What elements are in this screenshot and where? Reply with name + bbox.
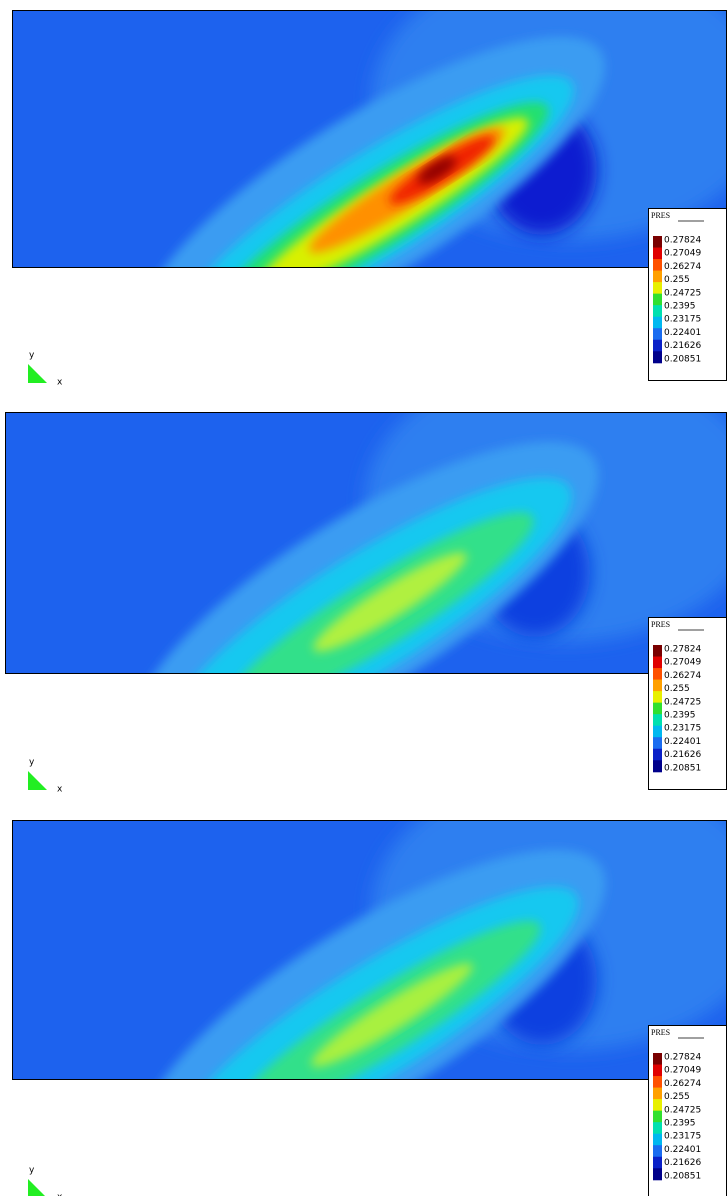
legend-label: 0.27824	[664, 236, 701, 246]
colorbar-segment	[653, 679, 662, 692]
colorbar-segment	[653, 293, 662, 306]
colorbar-segment	[653, 270, 662, 283]
colorbar-segment	[653, 1133, 662, 1146]
colorbar-segment	[653, 1076, 662, 1089]
legend-label: 0.27049	[664, 1066, 701, 1076]
axis-x-label: x	[57, 785, 63, 795]
legend: PRES 0.27824 0.27049 0.26274 0.255 0.24725 0.2…	[648, 617, 727, 790]
legend-label: 0.23175	[664, 315, 701, 325]
legend-label: 0.2395	[664, 1119, 696, 1129]
contour-field	[12, 820, 727, 1080]
colorbar-segment	[653, 656, 662, 669]
axis-triad	[28, 364, 47, 383]
legend-label: 0.21626	[664, 750, 701, 760]
colorbar-segment	[653, 1099, 662, 1112]
colorbar-segment	[653, 339, 662, 352]
colorbar-segment	[653, 1145, 662, 1158]
legend-title: PRES	[651, 1028, 670, 1037]
legend-label: 0.27824	[664, 645, 701, 655]
legend-label: 0.23175	[664, 1132, 701, 1142]
axis-triad	[28, 771, 47, 790]
legend-label: 0.24725	[664, 1105, 701, 1115]
legend-label: 0.20851	[664, 1171, 701, 1181]
colorbar-segment	[653, 316, 662, 329]
colorbar-segment	[653, 247, 662, 260]
legend-label: 0.23175	[664, 724, 701, 734]
colorbar-segment	[653, 702, 662, 715]
legend-label: 0.255	[664, 684, 690, 694]
axis-y-label: y	[29, 1166, 35, 1176]
axis-y-label: y	[29, 351, 35, 361]
legend-title: PRES	[651, 620, 670, 629]
legend-label: 0.27049	[664, 658, 701, 668]
colorbar-segment	[653, 691, 662, 704]
legend-label: 0.27049	[664, 249, 701, 259]
colorbar-segment	[653, 725, 662, 738]
legend-label: 0.2395	[664, 302, 696, 312]
legend-label: 0.26274	[664, 1079, 701, 1089]
legend: PRES 0.27824 0.27049 0.26274 0.255 0.24725 0.2…	[648, 1025, 727, 1196]
colorbar-segment	[653, 1110, 662, 1123]
axis-triad	[28, 1179, 45, 1196]
colorbar-segment	[653, 1156, 662, 1169]
colorbar-segment	[653, 259, 662, 272]
contour-band	[417, 156, 457, 184]
legend-label: 0.26274	[664, 262, 701, 272]
colorbar-segment	[653, 328, 662, 341]
colorbar-segment	[653, 737, 662, 750]
legend-title: PRES	[651, 211, 670, 220]
contour-band	[311, 963, 473, 1067]
colorbar-segment	[653, 1087, 662, 1100]
contour-panel: PRES 0.27824 0.27049 0.26274 0.255 0.24725 0.2…	[12, 10, 727, 388]
legend-label: 0.22401	[664, 1145, 701, 1155]
contour-panel: PRES 0.27824 0.27049 0.26274 0.255 0.24725 0.2…	[5, 412, 727, 795]
colorbar-segment	[653, 645, 662, 658]
legend-label: 0.21626	[664, 341, 701, 351]
axis-y-label: y	[29, 758, 35, 768]
legend-label: 0.22401	[664, 737, 701, 747]
colorbar-segment	[653, 714, 662, 727]
colorbar-segment	[653, 351, 662, 364]
colorbar-segment	[653, 748, 662, 761]
legend-label: 0.21626	[664, 1158, 701, 1168]
colorbar-segment	[653, 1122, 662, 1135]
axis-x-label: x	[57, 1193, 63, 1196]
legend-label: 0.22401	[664, 328, 701, 338]
contour-panel: PRES 0.27824 0.27049 0.26274 0.255 0.24725 0.2…	[12, 820, 727, 1196]
legend-label: 0.27824	[664, 1053, 701, 1063]
colorbar-segment	[653, 1053, 662, 1066]
legend-label: 0.255	[664, 275, 690, 285]
axis-x-label: x	[57, 378, 63, 388]
colorbar-segment	[653, 282, 662, 295]
legend-label: 0.26274	[664, 671, 701, 681]
colorbar-segment	[653, 760, 662, 773]
colorbar-segment	[653, 1168, 662, 1181]
legend-label: 0.255	[664, 1092, 690, 1102]
legend-label: 0.24725	[664, 288, 701, 298]
contour-field	[5, 412, 727, 674]
legend-label: 0.20851	[664, 354, 701, 364]
contour-band	[313, 552, 467, 652]
legend-label: 0.20851	[664, 763, 701, 773]
legend-label: 0.2395	[664, 711, 696, 721]
colorbar-segment	[653, 668, 662, 681]
legend: PRES 0.27824 0.27049 0.26274 0.255 0.24725 0.2…	[648, 208, 727, 381]
colorbar-segment	[653, 1064, 662, 1077]
colorbar-segment	[653, 236, 662, 249]
legend-label: 0.24725	[664, 697, 701, 707]
contour-field	[12, 10, 727, 268]
colorbar-segment	[653, 305, 662, 318]
